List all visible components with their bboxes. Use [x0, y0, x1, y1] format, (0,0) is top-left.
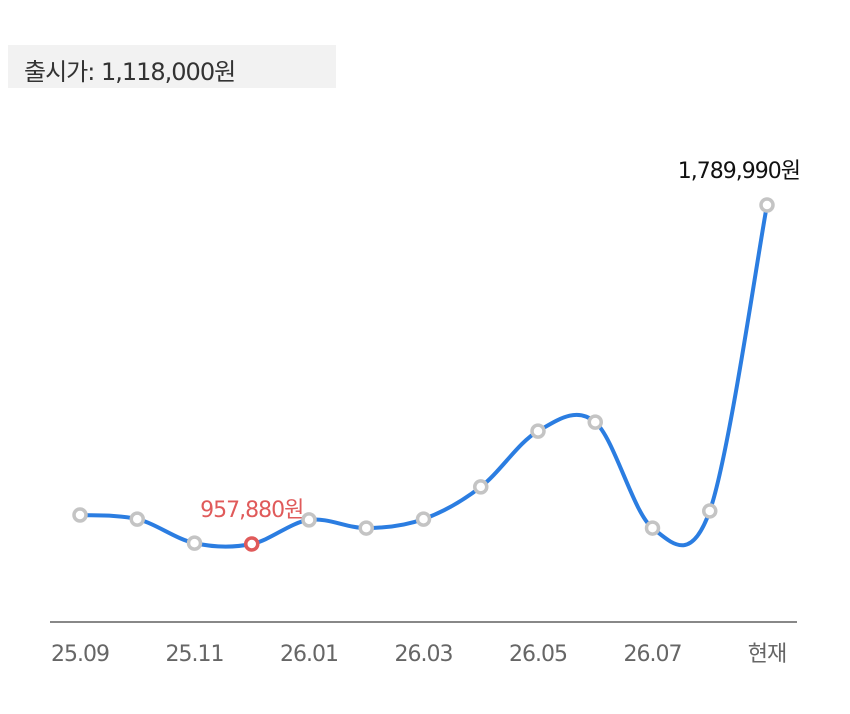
point	[301, 512, 317, 528]
x-tick-label: 26.03	[395, 642, 453, 667]
value-label: 957,880원	[200, 498, 303, 523]
point	[759, 197, 775, 213]
price-line	[79, 204, 769, 549]
value-label: 1,789,990원	[678, 159, 800, 184]
x-tick-label: 25.11	[166, 642, 224, 667]
point	[644, 520, 661, 536]
x-tick-label: 26.01	[280, 642, 338, 667]
point	[473, 479, 489, 495]
x-tick-label: 26.07	[624, 642, 682, 667]
x-tick-label: 25.09	[51, 642, 109, 667]
price-box: 출시가: 1,118,000원	[8, 45, 336, 88]
point	[186, 535, 203, 551]
point	[587, 414, 603, 430]
point	[358, 520, 374, 536]
release-price: 출시가: 1,118,000원	[24, 58, 236, 86]
x-tick-label: 현재	[748, 642, 786, 667]
point	[129, 511, 145, 527]
point	[415, 511, 432, 527]
point	[244, 536, 260, 552]
point	[72, 507, 88, 523]
point	[702, 503, 718, 519]
x-tick-label: 26.05	[509, 642, 567, 667]
point	[530, 423, 546, 439]
